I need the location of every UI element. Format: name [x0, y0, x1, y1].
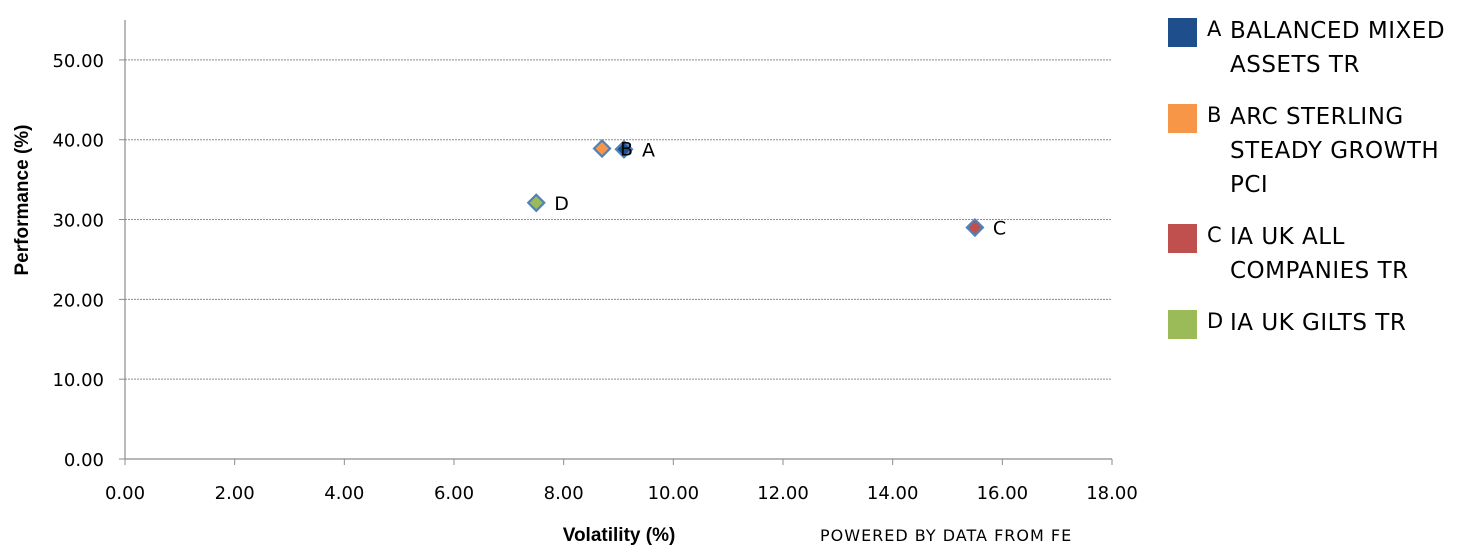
x-tick-label: 8.00 — [544, 483, 584, 504]
y-tick-label: 0.00 — [64, 450, 104, 471]
x-tick-label: 10.00 — [648, 483, 700, 504]
data-label-b: B — [620, 139, 633, 161]
data-point-b — [592, 138, 612, 159]
legend-swatch — [1168, 104, 1197, 133]
x-tick-label: 4.00 — [324, 483, 364, 504]
legend-item-a: A BALANCED MIXED ASSETS TR — [1168, 14, 1473, 82]
legend-item-b: B ARC STERLING STEADY GROWTH PCI — [1168, 100, 1473, 202]
y-tick-label: 20.00 — [52, 290, 104, 311]
x-tick-label: 12.00 — [757, 483, 809, 504]
y-tick-label: 10.00 — [52, 370, 104, 391]
data-points: AB C D — [526, 138, 1006, 240]
data-point-c — [965, 217, 985, 238]
legend-label: BALANCED MIXED ASSETS TR — [1230, 18, 1446, 78]
data-label-c: C — [993, 218, 1006, 240]
legend-item-d: D IA UK GILTS TR — [1168, 306, 1473, 340]
x-tick-label: 6.00 — [434, 483, 474, 504]
data-point-d — [526, 193, 546, 213]
grid-lines — [125, 59, 1112, 380]
y-tick-label: 40.00 — [52, 131, 104, 152]
legend-label: IA UK ALL COMPANIES TR — [1230, 224, 1409, 284]
legend-letter: D — [1207, 309, 1224, 333]
x-tick-label: 18.00 — [1086, 483, 1138, 504]
legend-letter: B — [1207, 103, 1222, 127]
axes — [119, 20, 1113, 465]
legend-label: IA UK GILTS TR — [1230, 310, 1407, 336]
scatter-chart: 0.00 10.00 20.00 30.00 40.00 50.00 0.00 2.00 4.0… — [12, 20, 1138, 546]
x-tick-label: 16.00 — [977, 483, 1029, 504]
legend-letter: A — [1207, 17, 1222, 41]
legend-swatch — [1168, 224, 1197, 253]
x-tick-label: 0.00 — [105, 483, 145, 504]
legend-swatch — [1168, 18, 1197, 47]
data-label-a: A — [642, 139, 655, 161]
legend-letter: C — [1207, 223, 1222, 247]
x-tick-label: 2.00 — [215, 483, 255, 504]
y-tick-label: 30.00 — [52, 211, 104, 232]
x-axis-title: Volatility (%) — [563, 525, 676, 546]
y-axis-title: Performance (%) — [12, 125, 33, 276]
legend-label: ARC STERLING STEADY GROWTH PCI — [1230, 104, 1440, 198]
data-source-note: POWERED BY DATA FROM FE — [820, 526, 1073, 545]
y-tick-label: 50.00 — [52, 51, 104, 72]
legend-swatch — [1168, 310, 1197, 339]
x-tick-label: 14.00 — [867, 483, 919, 504]
chart-legend: A BALANCED MIXED ASSETS TR B ARC STERLING S… — [1168, 14, 1473, 358]
data-point-a — [614, 139, 634, 159]
data-label-d: D — [554, 193, 569, 215]
legend-item-c: C IA UK ALL COMPANIES TR — [1168, 220, 1473, 288]
tick-labels: 0.00 10.00 20.00 30.00 40.00 50.00 0.00 2.00 4.0… — [52, 51, 1137, 504]
